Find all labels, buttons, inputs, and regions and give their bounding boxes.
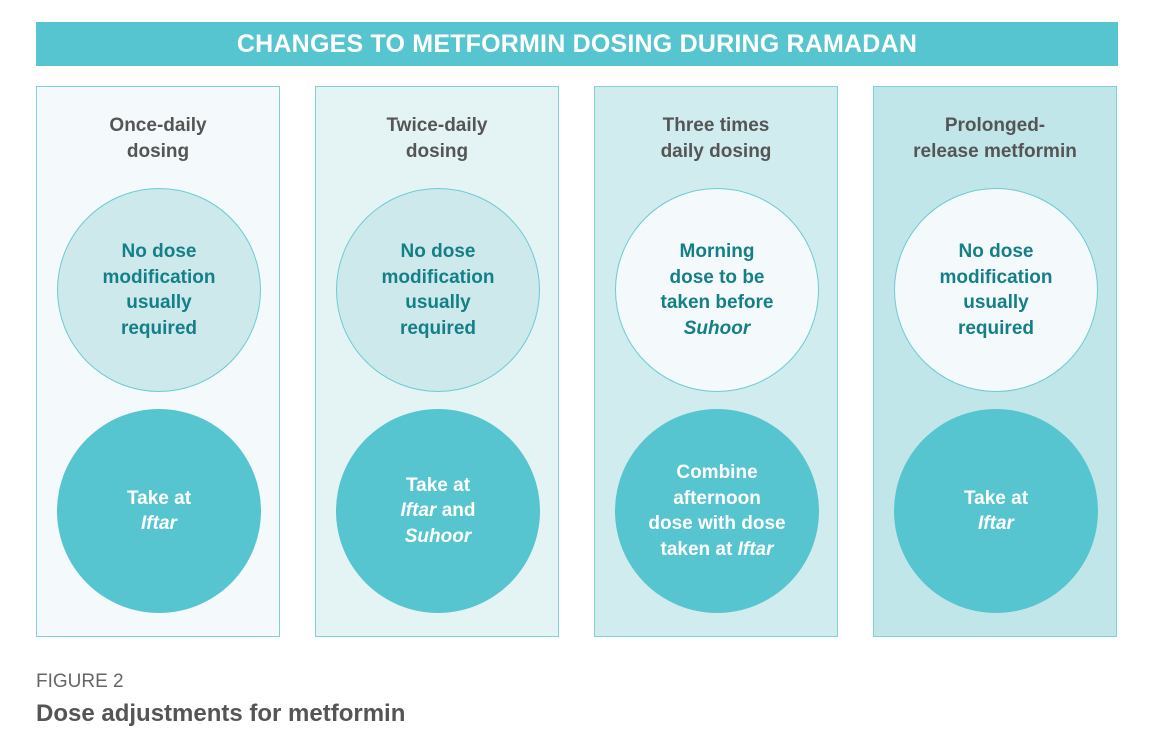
column-heading: Three times daily dosing xyxy=(595,113,837,165)
figure-label: FIGURE 2 xyxy=(36,671,124,692)
circle-text-segment: Iftar xyxy=(737,538,774,560)
circle-text-line: afternoon xyxy=(648,486,785,512)
column-heading-line: Prolonged- xyxy=(944,115,1046,136)
circle-text-line: required xyxy=(103,316,216,342)
column-heading-line: dosing xyxy=(126,141,190,162)
circle-text-line: Iftar xyxy=(127,511,191,537)
circle-text-segment: Morning xyxy=(679,241,755,262)
circle-text-segment: Combine xyxy=(676,462,758,483)
circle-text-segment: Suhoor xyxy=(683,317,751,339)
column-twice-daily: Twice-daily dosing No dose modification usua… xyxy=(315,86,559,637)
circle-text: No dose modification usually required xyxy=(103,239,216,341)
circle-text-segment: modification xyxy=(102,266,216,288)
circle-text-segment: required xyxy=(399,317,476,339)
circle-text: Morning dose to be taken before Suhoor xyxy=(661,239,774,341)
circle-text: Take at Iftar and Suhoor xyxy=(401,473,476,550)
circle-text-segment: Suhoor xyxy=(404,525,472,547)
timing-circle: Take at Iftar xyxy=(57,409,261,613)
timing-circle: Take at Iftar and Suhoor xyxy=(336,409,540,613)
circle-text-line: dose with dose xyxy=(648,511,785,537)
circle-text-segment: modification xyxy=(939,266,1053,288)
circle-text-line: Suhoor xyxy=(661,316,774,342)
circle-text-segment: afternoon xyxy=(673,487,761,509)
circle-text-segment: taken at xyxy=(660,538,738,560)
circle-text-line: usually xyxy=(940,290,1053,316)
circle-text-line: usually xyxy=(382,290,495,316)
circle-text: Take at Iftar xyxy=(127,486,191,537)
circle-text-line: Take at xyxy=(127,486,191,512)
circle-text-line: taken before xyxy=(661,290,774,316)
dose-modification-circle: Morning dose to be taken before Suhoor xyxy=(615,188,819,392)
column-once-daily: Once-daily dosing No dose modification usual… xyxy=(36,86,280,637)
banner-title: CHANGES TO METFORMIN DOSING DURING RAMAD… xyxy=(236,29,918,58)
circle-text-segment: No dose xyxy=(121,241,197,262)
dose-modification-circle: No dose modification usually required xyxy=(894,188,1098,392)
circle-text-line: Iftar xyxy=(964,511,1028,537)
circle-text-line: required xyxy=(382,316,495,342)
circle-text-line: modification xyxy=(382,265,495,291)
circle-text-segment: and xyxy=(436,500,476,522)
circle-text-segment: usually xyxy=(126,292,192,313)
circle-text-segment: dose with dose xyxy=(648,513,786,534)
dose-modification-circle: No dose modification usually required xyxy=(336,188,540,392)
circle-text: Take at Iftar xyxy=(964,486,1028,537)
circle-text-segment: Take at xyxy=(963,487,1029,509)
circle-text-segment: No dose xyxy=(958,241,1034,262)
dose-modification-circle: No dose modification usually required xyxy=(57,188,261,392)
figure-title: Dose adjustments for metformin xyxy=(36,700,406,727)
circle-text-line: No dose xyxy=(940,239,1053,265)
column-heading-line: dosing xyxy=(405,141,469,162)
circle-text-segment: modification xyxy=(381,266,495,288)
circle-text-segment: usually xyxy=(963,292,1029,313)
column-heading-line: release metformin xyxy=(913,141,1077,162)
circle-text-segment: Iftar xyxy=(400,500,437,522)
circle-text: Combine afternoon dose with dose taken at I… xyxy=(648,460,785,562)
circle-text-segment: No dose xyxy=(400,241,476,262)
figure-banner: CHANGES TO METFORMIN DOSING DURING RAMAD… xyxy=(36,22,1118,66)
column-prolonged-release: Prolonged-release metformin No dose modifi… xyxy=(873,86,1117,637)
circle-text-line: dose to be xyxy=(661,265,774,291)
circle-text-line: Iftar and xyxy=(401,498,476,524)
circle-text-line: Combine xyxy=(648,460,785,486)
circle-text-segment: Take at xyxy=(405,474,471,496)
circle-text-line: Take at xyxy=(964,486,1028,512)
circle-text-segment: Take at xyxy=(126,487,192,509)
circle-text-segment: required xyxy=(957,317,1034,339)
column-heading: Once-daily dosing xyxy=(37,113,279,165)
circle-text-segment: taken before xyxy=(660,292,774,313)
circle-text-line: No dose xyxy=(103,239,216,265)
circle-text-line: required xyxy=(940,316,1053,342)
circle-text-line: Suhoor xyxy=(401,524,476,550)
circle-text-line: Morning xyxy=(661,239,774,265)
column-heading-line: Twice-daily xyxy=(386,115,488,136)
circle-text-line: modification xyxy=(103,265,216,291)
circle-text-line: modification xyxy=(940,265,1053,291)
column-heading-line: daily dosing xyxy=(660,141,772,162)
circle-text: No dose modification usually required xyxy=(382,239,495,341)
column-heading-line: Three times xyxy=(662,115,770,136)
circle-text: No dose modification usually required xyxy=(940,239,1053,341)
circle-text-segment: dose to be xyxy=(669,266,765,288)
circle-text-segment: required xyxy=(120,317,197,339)
circle-text-line: Take at xyxy=(401,473,476,499)
circle-text-segment: Iftar xyxy=(978,513,1014,534)
timing-circle: Take at Iftar xyxy=(894,409,1098,613)
circle-text-line: usually xyxy=(103,290,216,316)
circle-text-segment: usually xyxy=(405,292,471,313)
column-three-times-daily: Three times daily dosing Morning dose to be… xyxy=(594,86,838,637)
column-heading-line: Once-daily xyxy=(109,115,207,136)
circle-text-line: No dose xyxy=(382,239,495,265)
circle-text-line: taken at Iftar xyxy=(648,537,785,563)
column-heading: Prolonged-release metformin xyxy=(874,113,1116,165)
circle-text-segment: Iftar xyxy=(141,513,177,534)
timing-circle: Combine afternoon dose with dose taken at I… xyxy=(615,409,819,613)
column-heading: Twice-daily dosing xyxy=(316,113,558,165)
